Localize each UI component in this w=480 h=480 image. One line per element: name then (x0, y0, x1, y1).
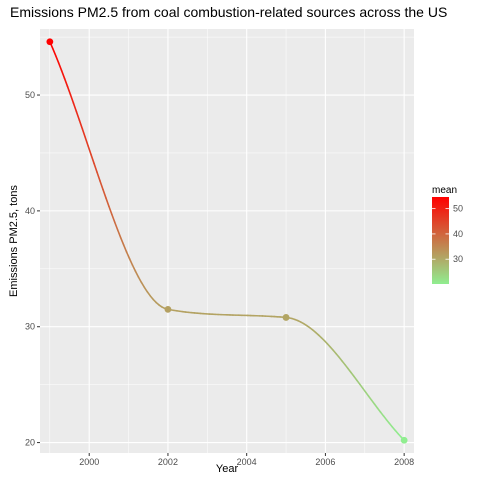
series-line-segment (78, 119, 84, 130)
y-tick-label: 30 (25, 322, 35, 332)
y-tick-label: 50 (25, 90, 35, 100)
series-line-segment (54, 54, 60, 64)
chart-title: Emissions PM2.5 from coal combustion-rel… (10, 4, 447, 20)
legend-colorbar-ticks (432, 208, 449, 260)
series-line-segment (122, 244, 128, 253)
series-line-segment (137, 276, 143, 284)
series-line-segment (370, 399, 376, 406)
series-line-segment (362, 387, 367, 394)
series-line-segment (102, 188, 107, 199)
minor-gridlines (40, 29, 414, 453)
x-tick-label: 2008 (394, 457, 414, 467)
series-line-segment (111, 213, 116, 224)
series-line-segment (81, 128, 87, 139)
series-line-segment (128, 257, 134, 266)
series-line-segment (84, 136, 90, 148)
series-line-segment (350, 371, 355, 378)
x-tick-label: 2000 (79, 457, 99, 467)
series-line-segment (51, 47, 57, 57)
series-line-segment (87, 145, 92, 156)
axis-tick-marks (37, 94, 405, 456)
series-line-segment (63, 77, 69, 88)
y-axis: 20 30 40 50 (25, 90, 35, 448)
series-line-segment (134, 270, 140, 278)
series-line-segment (131, 264, 137, 273)
series-line-segment (72, 102, 78, 113)
x-tick-label: 2002 (158, 457, 178, 467)
series-line-segment (347, 367, 352, 374)
major-gridlines (40, 29, 414, 453)
series-line-segment (60, 69, 66, 80)
color-legend: mean 30 40 50 (432, 185, 463, 284)
series-line-segment (367, 395, 373, 402)
series-line-segment (376, 407, 382, 413)
series-line-segment (353, 375, 358, 382)
x-axis: 2000 2002 2004 2006 2008 (79, 457, 414, 467)
series-line-segment (105, 197, 110, 208)
series-line-segment (119, 236, 125, 246)
x-tick-label: 2004 (237, 457, 257, 467)
series-line-segment (108, 205, 113, 216)
series-line-segment (69, 93, 75, 104)
legend-title: mean (432, 185, 457, 196)
emissions-series-points (46, 38, 408, 444)
legend-break-label: 30 (453, 254, 463, 264)
series-line-segment (146, 290, 152, 297)
x-axis-title: Year (216, 463, 239, 475)
series-line-segment (57, 62, 63, 72)
x-tick-label: 2006 (315, 457, 335, 467)
legend-break-label: 40 (453, 229, 463, 239)
series-line-segment (364, 391, 370, 398)
series-line-segment (96, 171, 101, 182)
series-line-segment (116, 229, 122, 239)
series-line-segment (75, 110, 81, 121)
data-point (400, 436, 408, 444)
series-line-segment (99, 180, 104, 191)
data-point (282, 314, 290, 321)
series-line-segment (356, 379, 361, 386)
series-line-segment (90, 154, 95, 165)
series-line-segment (93, 162, 98, 174)
y-axis-title: Emissions PM2.5, tons (8, 185, 20, 297)
series-line-segment (114, 221, 119, 231)
series-line-segment (66, 85, 72, 96)
legend-break-label: 50 (453, 204, 463, 214)
plot-panel (40, 29, 414, 453)
series-line-segment (140, 281, 146, 289)
series-line-segment (344, 364, 349, 370)
data-point (46, 38, 54, 46)
y-tick-label: 40 (25, 206, 35, 216)
series-line-segment (143, 286, 149, 293)
series-line-segment (379, 411, 385, 417)
series-line-segment (125, 251, 131, 260)
series-line-segment (359, 383, 364, 390)
legend-colorbar (432, 197, 449, 284)
y-tick-label: 20 (25, 438, 35, 448)
series-line-segment (373, 403, 379, 410)
data-point (164, 305, 172, 313)
